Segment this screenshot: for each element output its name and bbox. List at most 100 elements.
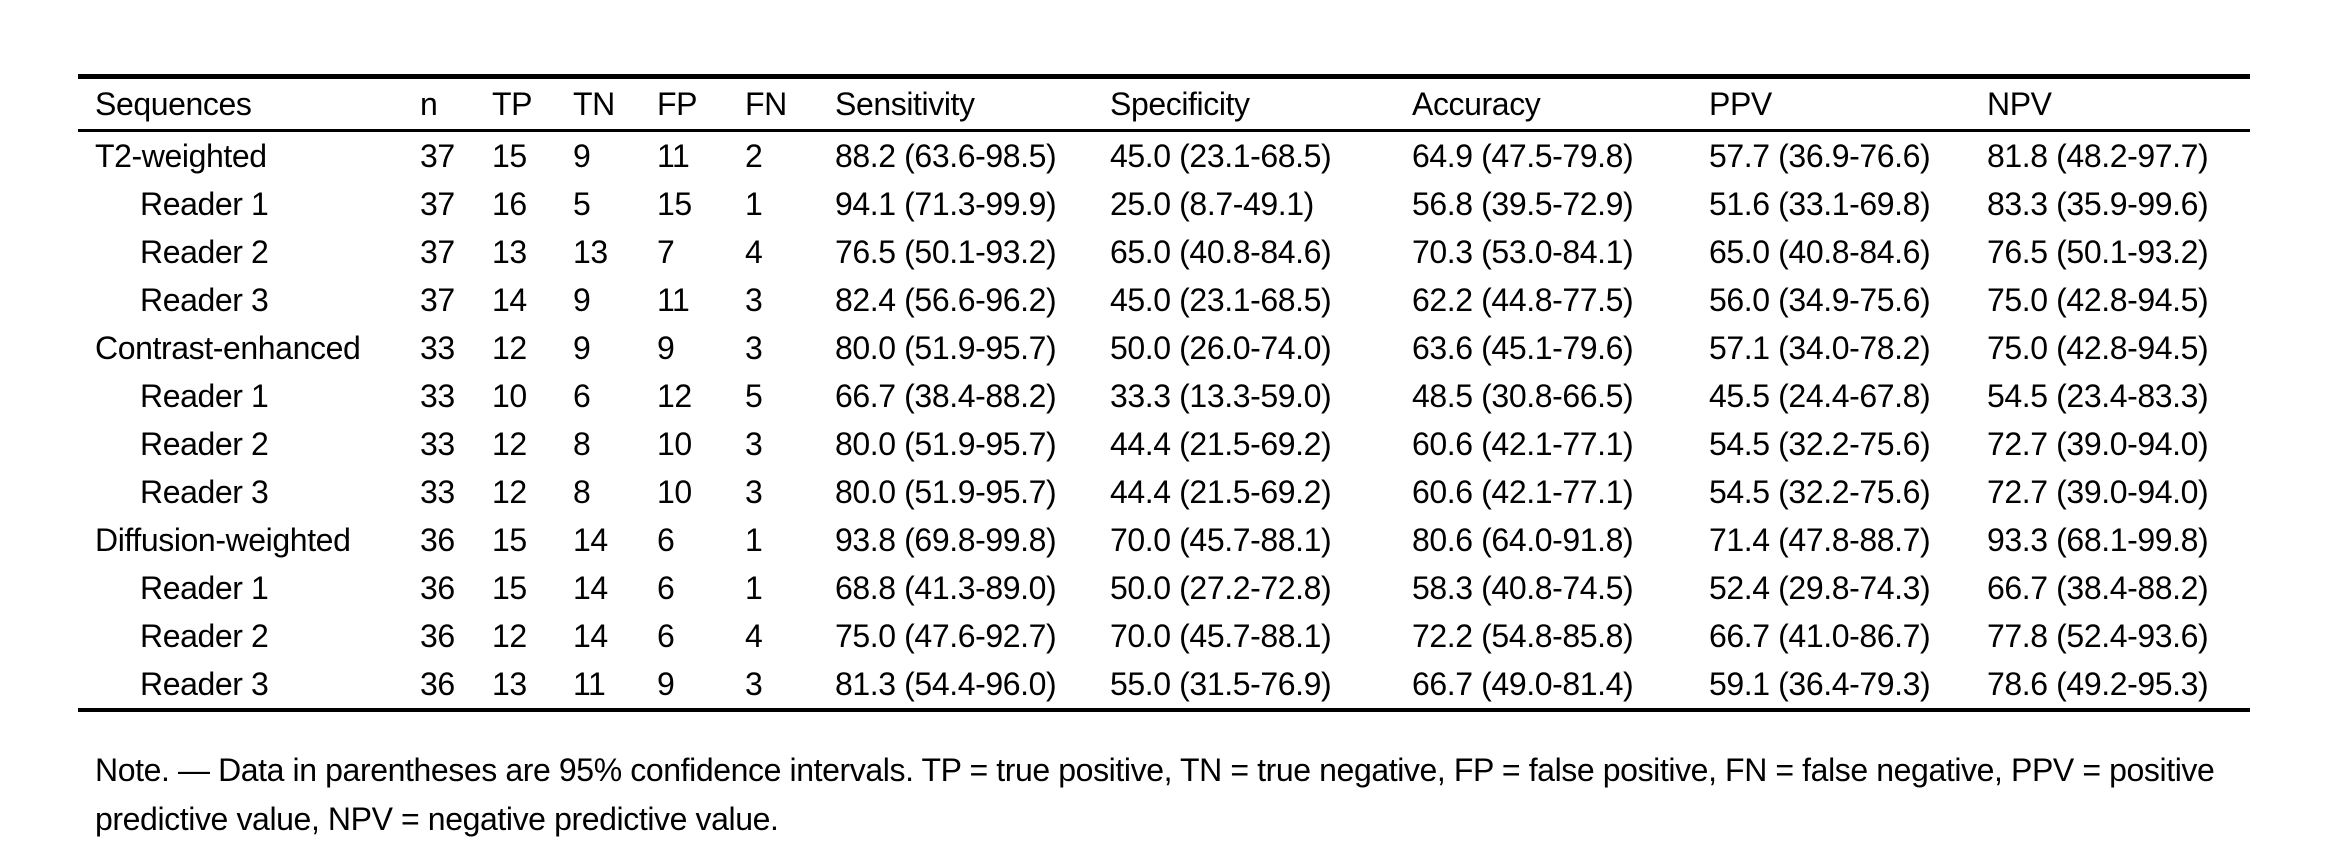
cell-npv: 76.5 (50.1-93.2) (1987, 233, 2209, 270)
column-header-fp: FP (657, 85, 698, 122)
cell-ppv: 52.4 (29.8-74.3) (1709, 569, 1931, 606)
table-body: T2-weighted 37 15 9 11 2 88.2 (63.6-98.5) 45.0 … (78, 131, 2250, 711)
cell-ppv: 56.0 (34.9-75.6) (1709, 281, 1931, 318)
cell-fn: 3 (745, 473, 763, 510)
row-label: Reader 2 (140, 233, 269, 270)
column-header-accuracy: Accuracy (1412, 85, 1541, 122)
cell-tn: 5 (573, 185, 591, 222)
cell-sensitivity: 75.0 (47.6-92.7) (835, 617, 1057, 654)
cell-tp: 15 (492, 569, 527, 606)
cell-npv: 75.0 (42.8-94.5) (1987, 329, 2209, 366)
cell-fn: 3 (745, 329, 763, 366)
cell-sensitivity: 81.3 (54.4-96.0) (835, 665, 1057, 702)
header-row: Sequences n TP TN FP FN Sensitivity Specificity… (78, 77, 2250, 131)
cell-accuracy: 62.2 (44.8-77.5) (1412, 281, 1634, 318)
cell-tp: 13 (492, 665, 527, 702)
cell-accuracy: 70.3 (53.0-84.1) (1412, 233, 1634, 270)
cell-npv: 54.5 (23.4-83.3) (1987, 377, 2209, 414)
table-row: Reader 3 37 14 9 11 3 82.4 (56.6-96.2) 45.0 (23… (78, 276, 2250, 324)
cell-npv: 66.7 (38.4-88.2) (1987, 569, 2209, 606)
cell-fn: 1 (745, 521, 763, 558)
cell-tp: 16 (492, 185, 527, 222)
cell-fn: 4 (745, 233, 763, 270)
cell-sensitivity: 82.4 (56.6-96.2) (835, 281, 1057, 318)
cell-tp: 12 (492, 329, 527, 366)
cell-n: 37 (420, 185, 455, 222)
cell-npv: 93.3 (68.1-99.8) (1987, 521, 2209, 558)
row-label: Contrast-enhanced (95, 329, 361, 366)
cell-npv: 77.8 (52.4-93.6) (1987, 617, 2209, 654)
row-label: Reader 3 (140, 473, 269, 510)
cell-accuracy: 64.9 (47.5-79.8) (1412, 137, 1634, 174)
diagnostic-performance-table: Sequences n TP TN FP FN Sensitivity Specificity… (78, 74, 2250, 712)
row-label: Diffusion-weighted (95, 521, 351, 558)
cell-tp: 12 (492, 473, 527, 510)
cell-tp: 15 (492, 137, 527, 174)
cell-n: 36 (420, 665, 455, 702)
cell-fp: 6 (657, 521, 675, 558)
cell-accuracy: 66.7 (49.0-81.4) (1412, 665, 1634, 702)
cell-ppv: 65.0 (40.8-84.6) (1709, 233, 1931, 270)
cell-specificity: 33.3 (13.3-59.0) (1110, 377, 1332, 414)
cell-tn: 8 (573, 425, 591, 462)
cell-fn: 3 (745, 665, 763, 702)
cell-fn: 1 (745, 185, 763, 222)
results-table-container: Sequences n TP TN FP FN Sensitivity Specificity… (78, 74, 2250, 712)
cell-fp: 11 (657, 137, 690, 174)
cell-fn: 3 (745, 425, 763, 462)
cell-accuracy: 60.6 (42.1-77.1) (1412, 425, 1634, 462)
cell-tn: 14 (573, 569, 608, 606)
cell-ppv: 54.5 (32.2-75.6) (1709, 425, 1931, 462)
table-row: Diffusion-weighted 36 15 14 6 1 93.8 (69.8-99.… (78, 516, 2250, 564)
cell-npv: 78.6 (49.2-95.3) (1987, 665, 2209, 702)
cell-npv: 75.0 (42.8-94.5) (1987, 281, 2209, 318)
cell-specificity: 44.4 (21.5-69.2) (1110, 473, 1332, 510)
cell-n: 37 (420, 281, 455, 318)
cell-tn: 14 (573, 521, 608, 558)
table-row: Reader 1 36 15 14 6 1 68.8 (41.3-89.0) 50.0 (27… (78, 564, 2250, 612)
column-header-specificity: Specificity (1110, 85, 1250, 122)
cell-specificity: 65.0 (40.8-84.6) (1110, 233, 1332, 270)
cell-sensitivity: 94.1 (71.3-99.9) (835, 185, 1057, 222)
cell-ppv: 45.5 (24.4-67.8) (1709, 377, 1931, 414)
cell-accuracy: 72.2 (54.8-85.8) (1412, 617, 1634, 654)
table-row: Reader 3 36 13 11 9 3 81.3 (54.4-96.0) 55.0 (31… (78, 660, 2250, 710)
row-label: Reader 1 (140, 377, 269, 414)
row-label: Reader 1 (140, 185, 269, 222)
cell-tp: 12 (492, 617, 527, 654)
cell-tp: 13 (492, 233, 527, 270)
cell-n: 33 (420, 425, 455, 462)
cell-specificity: 55.0 (31.5-76.9) (1110, 665, 1332, 702)
column-header-n: n (420, 85, 438, 122)
cell-n: 36 (420, 521, 455, 558)
cell-sensitivity: 88.2 (63.6-98.5) (835, 137, 1057, 174)
cell-specificity: 45.0 (23.1-68.5) (1110, 281, 1332, 318)
cell-accuracy: 48.5 (30.8-66.5) (1412, 377, 1634, 414)
cell-n: 36 (420, 569, 455, 606)
row-label: Reader 2 (140, 617, 269, 654)
cell-specificity: 70.0 (45.7-88.1) (1110, 521, 1332, 558)
cell-tp: 14 (492, 281, 527, 318)
table-row: T2-weighted 37 15 9 11 2 88.2 (63.6-98.5) 45.0 … (78, 131, 2250, 181)
cell-ppv: 71.4 (47.8-88.7) (1709, 521, 1931, 558)
cell-fp: 12 (657, 377, 692, 414)
cell-tn: 9 (573, 281, 591, 318)
cell-sensitivity: 66.7 (38.4-88.2) (835, 377, 1057, 414)
column-header-tn: TN (573, 85, 615, 122)
column-header-tp: TP (492, 85, 533, 122)
cell-fp: 9 (657, 665, 675, 702)
cell-specificity: 70.0 (45.7-88.1) (1110, 617, 1332, 654)
cell-accuracy: 63.6 (45.1-79.6) (1412, 329, 1634, 366)
cell-tp: 10 (492, 377, 527, 414)
cell-sensitivity: 76.5 (50.1-93.2) (835, 233, 1057, 270)
row-label: Reader 3 (140, 665, 269, 702)
cell-tp: 15 (492, 521, 527, 558)
cell-tn: 13 (573, 233, 608, 270)
cell-accuracy: 60.6 (42.1-77.1) (1412, 473, 1634, 510)
cell-ppv: 57.1 (34.0-78.2) (1709, 329, 1931, 366)
cell-specificity: 44.4 (21.5-69.2) (1110, 425, 1332, 462)
cell-ppv: 66.7 (41.0-86.7) (1709, 617, 1931, 654)
cell-sensitivity: 93.8 (69.8-99.8) (835, 521, 1057, 558)
cell-n: 33 (420, 377, 455, 414)
cell-accuracy: 56.8 (39.5-72.9) (1412, 185, 1634, 222)
